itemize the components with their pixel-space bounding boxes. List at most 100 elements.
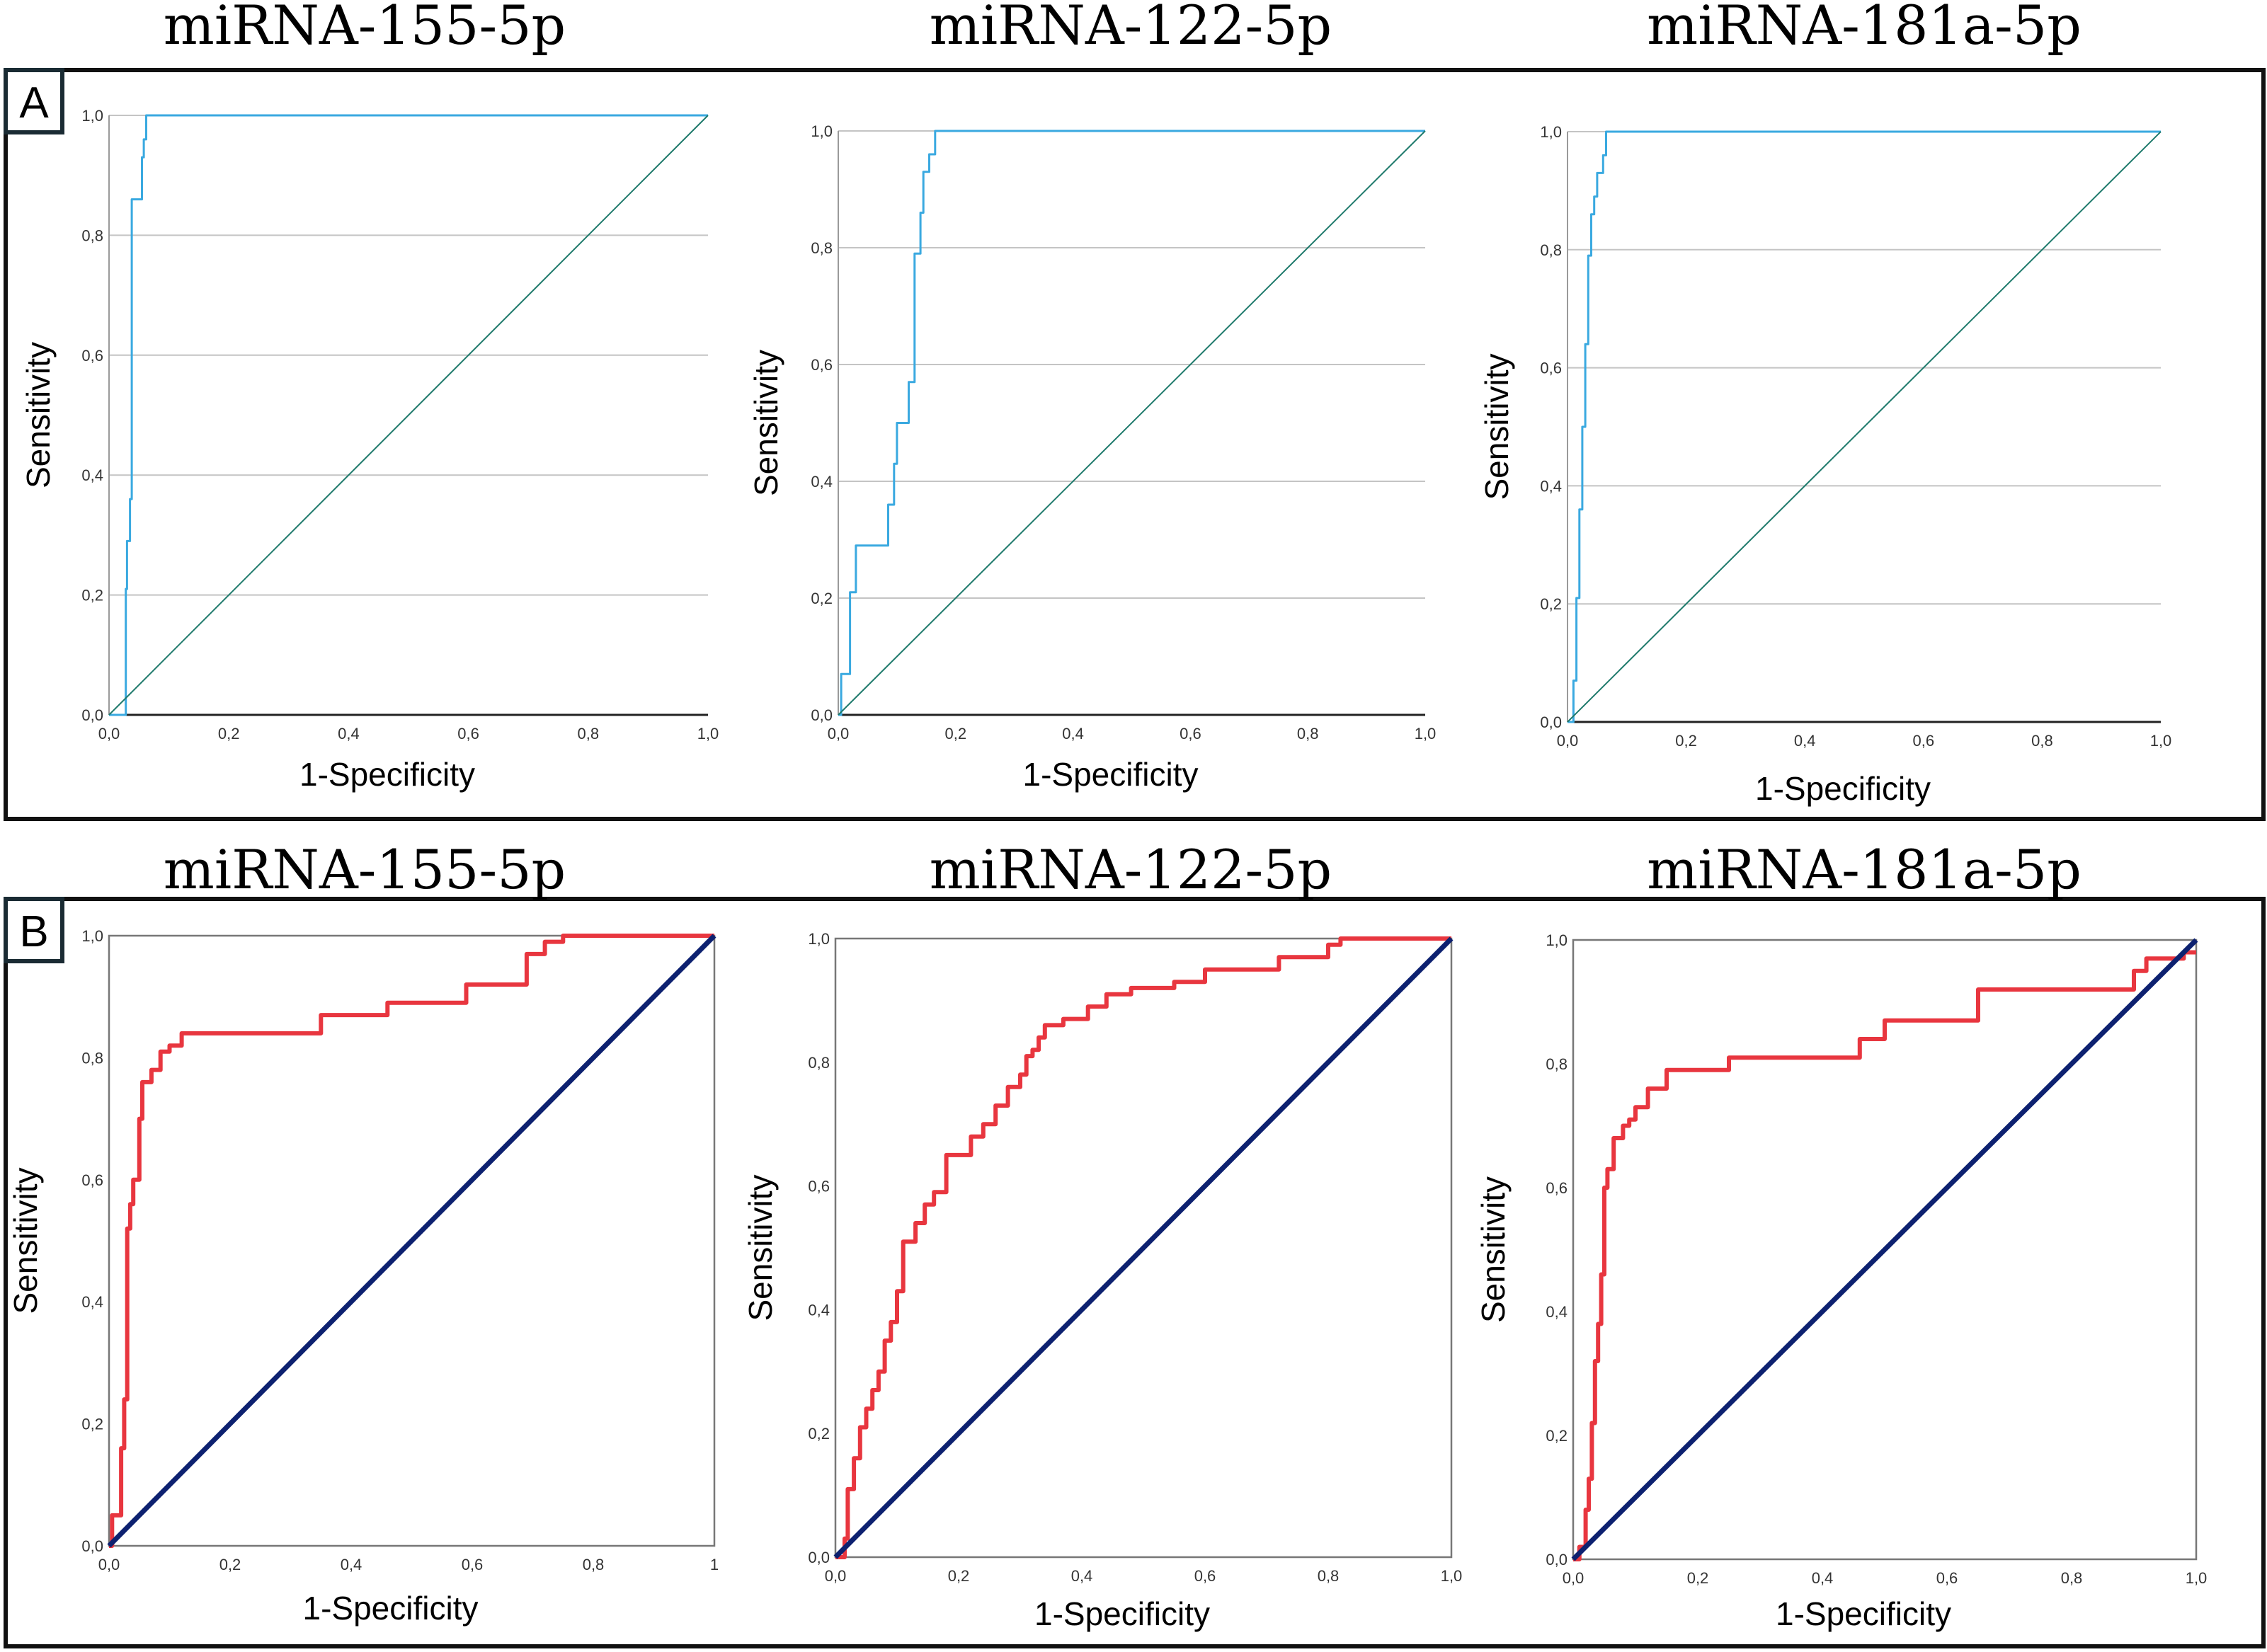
panel-a-label: A bbox=[19, 79, 49, 127]
x-tick-label: 0,4 bbox=[341, 1556, 362, 1573]
y-tick-label: 0,6 bbox=[81, 1171, 103, 1189]
x-tick-label: 0,8 bbox=[2061, 1569, 2083, 1587]
y-tick-label: 1,0 bbox=[1546, 931, 1568, 949]
y-tick-label: 0,0 bbox=[81, 706, 103, 724]
x-tick-label: 0,8 bbox=[583, 1556, 605, 1573]
x-tick-label: 0,4 bbox=[1071, 1567, 1093, 1585]
y-axis-label: Sensitivity bbox=[1478, 353, 1515, 500]
y-axis-label: Sensitivity bbox=[742, 1174, 779, 1321]
x-axis-label: 1-Specificity bbox=[303, 1590, 479, 1627]
x-tick-label: 1,0 bbox=[1415, 725, 1437, 742]
chart-a-mirna-122-5p: miRNA-122-5p 0,0 0,2 0,4 0,6 0,8 1,0 0,0 0,2 0,4 0… bbox=[748, 0, 1436, 793]
panel-b-frame bbox=[4, 897, 2266, 1648]
x-axis-label: 1-Specificity bbox=[1755, 770, 1931, 807]
y-tick-label: 0,4 bbox=[808, 1301, 830, 1319]
x-tick-label: 1,0 bbox=[2150, 732, 2172, 750]
reference-diagonal-line bbox=[838, 130, 1426, 716]
y-tick-label: 0,0 bbox=[1546, 1551, 1568, 1568]
plot-frame bbox=[834, 937, 1453, 1559]
x-tick-label: 0,0 bbox=[1563, 1569, 1584, 1587]
roc-curve-line bbox=[109, 934, 714, 1548]
y-axis-label: Sensitivity bbox=[20, 342, 57, 488]
chart-b-mirna-155-5p: miRNA-155-5p 0,0 0,2 0,4 0,6 0,8 1 0,0 0,2 0,4 0,6… bbox=[7, 838, 719, 1627]
x-tick-label: 0,2 bbox=[945, 725, 967, 742]
y-tick-label: 0,2 bbox=[1546, 1427, 1568, 1445]
y-tick-label: 0,2 bbox=[1540, 595, 1562, 613]
x-tick-label: 0,8 bbox=[2031, 732, 2053, 750]
y-axis-label: Sensitivity bbox=[7, 1167, 44, 1314]
y-tick-label: 0,0 bbox=[808, 1549, 830, 1566]
x-tick-label: 0,6 bbox=[462, 1556, 484, 1573]
reference-diagonal-line bbox=[107, 934, 716, 1548]
x-tick-label: 0,8 bbox=[1297, 725, 1319, 742]
panel-a-label-box bbox=[4, 68, 64, 134]
y-tick-label: 1,0 bbox=[811, 122, 833, 140]
x-tick-label: 0,2 bbox=[219, 1556, 241, 1573]
y-tick-label: 1,0 bbox=[81, 107, 103, 125]
chart-title: miRNA-122-5p bbox=[930, 838, 1332, 901]
chart-a-mirna-155-5p: miRNA-155-5p 0,0 0,2 0,4 0,6 0,8 1,0 0,0 0,2 0,4 0… bbox=[20, 0, 719, 793]
x-axis-label: 1-Specificity bbox=[299, 756, 475, 793]
y-tick-label: 0,2 bbox=[811, 590, 833, 607]
x-tick-label: 0,0 bbox=[828, 725, 850, 742]
x-tick-label: 1 bbox=[710, 1556, 719, 1573]
y-tick-label: 0,4 bbox=[81, 1293, 103, 1311]
y-tick-label: 0,4 bbox=[1540, 477, 1562, 495]
x-tick-label: 0,4 bbox=[1812, 1569, 1834, 1587]
reference-diagonal-line bbox=[1567, 131, 2162, 723]
y-tick-label: 0,6 bbox=[808, 1178, 830, 1195]
x-tick-label: 1,0 bbox=[697, 725, 719, 742]
chart-b-mirna-122-5p: miRNA-122-5p 0,0 0,2 0,4 0,6 0,8 1,0 0,0 0,2 0,4 0… bbox=[742, 838, 1462, 1632]
y-tick-label: 0,8 bbox=[1540, 241, 1562, 259]
y-tick-label: 0,8 bbox=[811, 239, 833, 257]
y-tick-label: 0,8 bbox=[81, 226, 103, 244]
x-axis-label: 1-Specificity bbox=[1034, 1595, 1210, 1632]
chart-b-mirna-181a-5p: miRNA-181a-5p 0,0 0,2 0,4 0,6 0,8 1,0 0,0 0,2 0,4… bbox=[1475, 838, 2207, 1632]
x-tick-label: 0,4 bbox=[1062, 725, 1084, 742]
x-tick-label: 0,2 bbox=[948, 1567, 970, 1585]
y-tick-label: 0,4 bbox=[811, 473, 833, 491]
x-tick-label: 0,8 bbox=[1318, 1567, 1340, 1585]
x-axis-label: 1-Specificity bbox=[1023, 756, 1199, 793]
x-axis-label: 1-Specificity bbox=[1776, 1595, 1951, 1632]
y-tick-label: 0,0 bbox=[811, 706, 833, 724]
reference-diagonal-line bbox=[833, 936, 1454, 1559]
y-tick-label: 0,2 bbox=[81, 1416, 103, 1433]
chart-title: miRNA-155-5p bbox=[164, 838, 566, 901]
y-tick-label: 0,6 bbox=[1540, 360, 1562, 377]
y-axis-label: Sensitivity bbox=[748, 350, 784, 496]
x-tick-label: 0,0 bbox=[98, 725, 120, 742]
x-tick-label: 0,6 bbox=[1180, 725, 1201, 742]
y-tick-label: 0,6 bbox=[811, 356, 833, 374]
y-tick-label: 0,8 bbox=[81, 1049, 103, 1067]
y-tick-label: 0,4 bbox=[1546, 1303, 1568, 1321]
chart-title: miRNA-155-5p bbox=[164, 0, 566, 57]
x-tick-label: 0,6 bbox=[1913, 732, 1935, 750]
x-tick-label: 0,0 bbox=[825, 1567, 847, 1585]
x-tick-label: 0,6 bbox=[1936, 1569, 1958, 1587]
chart-title: miRNA-181a-5p bbox=[1647, 838, 2082, 901]
panel-b-label: B bbox=[19, 907, 48, 956]
x-tick-label: 0,2 bbox=[218, 725, 240, 742]
x-tick-label: 0,8 bbox=[578, 725, 600, 742]
y-axis-label: Sensitivity bbox=[1475, 1176, 1512, 1323]
chart-a-mirna-181a-5p: miRNA-181a-5p 0,0 0,2 0,4 0,6 0,8 1,0 0,0 0,2 0,4… bbox=[1478, 0, 2171, 807]
roc-curve-line bbox=[1573, 950, 2196, 1561]
y-tick-label: 1,0 bbox=[1540, 123, 1562, 141]
y-tick-label: 1,0 bbox=[81, 927, 103, 945]
chart-title: miRNA-181a-5p bbox=[1647, 0, 2082, 57]
y-tick-label: 0,6 bbox=[81, 347, 103, 365]
panel-a-frame bbox=[4, 68, 2266, 821]
x-tick-label: 0,0 bbox=[98, 1556, 120, 1573]
panel-b-label-box bbox=[4, 897, 64, 963]
x-tick-label: 0,6 bbox=[457, 725, 479, 742]
x-tick-label: 0,2 bbox=[1675, 732, 1697, 750]
roc-curve-line bbox=[109, 114, 708, 716]
y-tick-label: 0,4 bbox=[81, 466, 103, 484]
x-tick-label: 0,4 bbox=[338, 725, 360, 742]
y-tick-label: 0,2 bbox=[808, 1425, 830, 1442]
y-tick-label: 1,0 bbox=[808, 930, 830, 948]
y-tick-label: 0,6 bbox=[1546, 1179, 1568, 1197]
y-tick-label: 0,0 bbox=[81, 1537, 103, 1555]
